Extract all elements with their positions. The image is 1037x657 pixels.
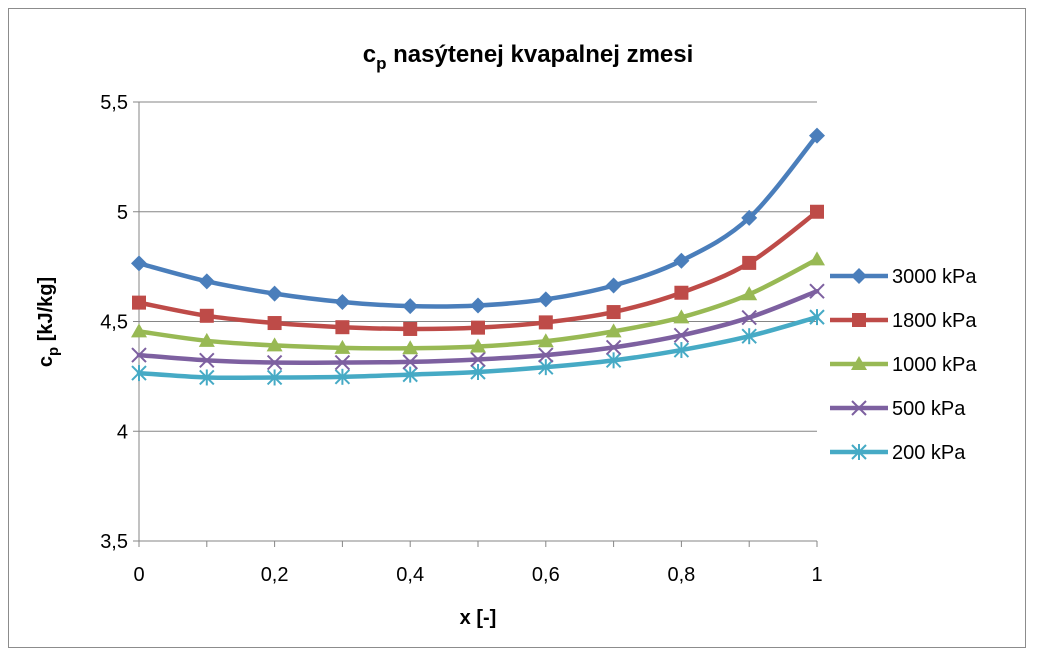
data-point: [673, 252, 690, 269]
data-point: [538, 347, 554, 363]
legend-marker: [851, 268, 867, 284]
legend-marker: [852, 313, 866, 327]
data-point: [132, 295, 146, 310]
data-point: [741, 286, 758, 301]
legend-item: 200 kPa: [830, 442, 966, 464]
chart-title-main: c: [363, 41, 376, 68]
legend-label: 1800 kPa: [892, 310, 977, 332]
legend: 3000 kPa 1800 kPa 1000 kPa 500 kPa 200 kPa: [830, 266, 977, 464]
data-point: [537, 291, 554, 308]
data-point: [198, 273, 215, 290]
data-point: [809, 251, 825, 266]
data-point: [334, 368, 351, 385]
data-point: [402, 340, 419, 355]
data-point: [198, 332, 215, 347]
data-point: [266, 369, 283, 386]
data-point: [402, 354, 418, 370]
data-point: [809, 309, 825, 326]
legend-label: 1000 kPa: [892, 354, 977, 376]
data-point: [403, 321, 418, 336]
data-point: [605, 339, 622, 356]
data-point: [131, 323, 147, 338]
y-axis-label: cp [kJ/kg]: [35, 277, 62, 367]
data-point: [334, 354, 351, 371]
data-point: [266, 354, 283, 371]
x-tick-label: 0,6: [532, 564, 560, 586]
y-tick-label: 4,5: [100, 312, 128, 334]
x-tick-label: 0: [133, 564, 144, 586]
data-point: [470, 297, 486, 314]
x-axis-label: x [-]: [460, 607, 497, 629]
data-point: [199, 352, 215, 369]
y-axis-label-subscript: p: [45, 347, 62, 356]
x-tick-label: 1: [811, 564, 822, 586]
data-point: [470, 351, 486, 368]
legend-item: 1000 kPa: [830, 354, 977, 376]
chart-title-subscript: p: [376, 54, 386, 73]
x-tick-label: 0,2: [261, 564, 289, 586]
data-point: [673, 327, 690, 344]
data-point: [742, 255, 757, 270]
y-axis-label-rest: [kJ/kg]: [35, 277, 57, 347]
data-point: [741, 209, 758, 226]
legend-item: 500 kPa: [830, 398, 966, 420]
data-point: [741, 328, 757, 345]
legend-item: 3000 kPa: [830, 266, 977, 288]
data-point: [470, 363, 486, 380]
y-tick-label: 5,5: [100, 92, 128, 114]
data-point: [810, 204, 824, 219]
data-point: [334, 293, 351, 310]
x-tick-label: 0,4: [396, 564, 424, 586]
series-markers: [131, 127, 825, 386]
legend-marker: [851, 356, 867, 370]
axes: [133, 101, 818, 547]
data-point: [266, 285, 283, 302]
data-point: [131, 365, 147, 382]
data-point: [470, 338, 486, 353]
data-point: [402, 366, 418, 383]
data-point: [809, 283, 825, 299]
data-point: [606, 305, 621, 320]
data-point: [741, 309, 757, 326]
data-point: [199, 308, 214, 323]
data-point: [809, 127, 825, 144]
legend-label: 3000 kPa: [892, 266, 977, 288]
legend-item: 1800 kPa: [830, 310, 977, 332]
data-point: [131, 255, 147, 272]
y-axis-label-main: c: [35, 356, 57, 367]
y-tick-label: 3,5: [100, 531, 128, 553]
legend-label: 500 kPa: [892, 398, 966, 420]
legend-marker: [851, 400, 867, 416]
data-point: [335, 320, 350, 335]
legend-marker: [851, 444, 867, 460]
data-point: [402, 298, 419, 315]
legend-label: 200 kPa: [892, 442, 966, 464]
tick-labels: 3,5 4 4,5 5 5,5 0 0,2 0,4 0,6 0,8 1: [100, 92, 822, 586]
x-tick-label: 0,8: [667, 564, 695, 586]
data-point: [131, 347, 147, 363]
data-point: [605, 323, 622, 338]
data-point: [538, 315, 553, 330]
data-point: [673, 342, 690, 359]
data-point: [334, 339, 351, 354]
data-point: [538, 359, 554, 376]
data-point: [266, 337, 283, 352]
chart-title: cp nasýtenej kvapalnej zmesi: [363, 41, 694, 73]
data-point: [199, 369, 215, 386]
data-point: [673, 309, 690, 324]
data-point: [674, 285, 689, 300]
y-tick-label: 5: [117, 202, 128, 224]
data-point: [471, 320, 485, 335]
data-point: [605, 352, 622, 369]
data-point: [537, 333, 554, 348]
chart-title-rest: nasýtenej kvapalnej zmesi: [386, 41, 693, 68]
data-point: [267, 316, 282, 331]
y-tick-label: 4: [117, 421, 128, 443]
data-point: [605, 277, 622, 294]
